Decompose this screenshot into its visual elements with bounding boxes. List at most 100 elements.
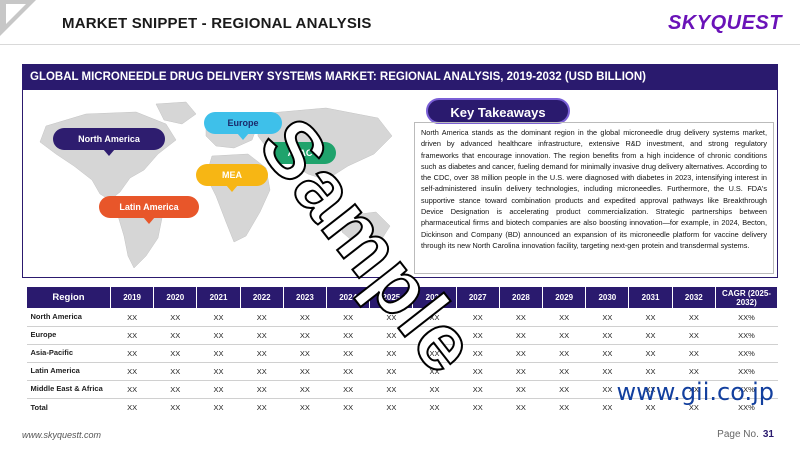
table-row: Middle East & Africa XX XX XX XX XX XX XX XX XX XX… — [26, 380, 778, 399]
value-cell: XX — [326, 380, 370, 399]
value-cell: XX — [672, 380, 716, 399]
value-cell: XX — [429, 403, 440, 413]
footer-url[interactable]: www.skyquestt.com — [22, 430, 102, 440]
value-cell: XX — [196, 380, 241, 399]
year-column-header: 2024 — [326, 286, 371, 309]
value-cell: XX — [585, 362, 629, 381]
value-cell: XX — [213, 403, 224, 413]
value-cell: XX — [153, 380, 197, 399]
value-cell: XX — [602, 403, 613, 413]
value-cell: XX — [256, 403, 267, 413]
value-cell: XX — [153, 344, 197, 363]
value-cell: XX — [196, 326, 241, 345]
region-cell: Europe — [26, 326, 111, 345]
table-row: Asia-Pacific XX XX XX XX XX XX XX XX XX XX XX XX XX XX… — [26, 344, 778, 363]
table-body: North America XX XX XX XX XX XX XX XX XX XX XX XX XX X… — [26, 308, 778, 417]
region-column-header: Region — [26, 286, 111, 309]
value-cell: XX — [153, 362, 197, 381]
year-column-header: 2029 — [542, 286, 587, 309]
value-cell: XX — [585, 308, 629, 327]
value-cell: XX — [672, 362, 716, 381]
year-column-header: 2021 — [196, 286, 241, 309]
value-cell: XX — [110, 344, 154, 363]
value-cell: XX — [240, 344, 284, 363]
value-cell: XX — [499, 326, 543, 345]
value-cell: XX — [369, 362, 413, 381]
value-cell: XX — [343, 403, 354, 413]
cagr-cell: XX% — [715, 362, 778, 381]
value-cell: XX — [628, 344, 673, 363]
region-cell: North America — [26, 308, 111, 327]
regional-market-table: Region 2019 2020 2021 2022 2023 2024 202… — [26, 286, 778, 417]
value-cell: XX — [456, 344, 500, 363]
year-column-header: 2026 — [412, 286, 457, 309]
region-cell: Middle East & Africa — [26, 380, 111, 399]
value-cell: XX — [542, 326, 586, 345]
value-cell: XX — [386, 403, 397, 413]
table-row: Europe XX XX XX XX XX XX XX XX XX XX XX XX XX XX XX% — [26, 326, 778, 345]
value-cell: XX — [585, 344, 629, 363]
value-cell: XX — [196, 308, 241, 327]
year-column-header: 2019 — [109, 286, 155, 309]
value-cell: XX — [110, 362, 154, 381]
corner-decoration — [0, 0, 36, 36]
north-america-shape — [39, 111, 177, 201]
australia-shape — [341, 211, 391, 245]
gii-watermark: www.gii.co.jp — [616, 378, 775, 406]
title-divider — [0, 44, 800, 45]
value-cell: XX — [283, 326, 327, 345]
pin-north-america: North America — [53, 128, 165, 156]
key-takeaways-title: Key Takeaways — [426, 98, 570, 124]
key-takeaways-text: North America stands as the dominant reg… — [414, 122, 774, 274]
cagr-cell: XX% — [738, 403, 755, 413]
value-cell: XX — [240, 308, 284, 327]
value-cell: XX — [628, 362, 673, 381]
value-cell: XX — [628, 308, 673, 327]
year-column-header: 2020 — [153, 286, 198, 309]
value-cell: XX — [369, 308, 413, 327]
page-title: MARKET SNIPPET - REGIONAL ANALYSIS — [62, 15, 372, 32]
value-cell: XX — [412, 326, 457, 345]
value-cell: XX — [585, 326, 629, 345]
value-cell: XX — [672, 326, 716, 345]
value-cell: XX — [515, 403, 526, 413]
pin-latin-america: Latin America — [99, 196, 199, 224]
footer-page-number: Page No. 31 — [717, 429, 774, 440]
value-cell: XX — [628, 380, 673, 399]
year-column-header: 2032 — [671, 286, 717, 309]
value-cell: XX — [542, 362, 586, 381]
region-cell: Asia-Pacific — [26, 344, 111, 363]
value-cell: XX — [628, 326, 673, 345]
value-cell: XX — [283, 308, 327, 327]
value-cell: XX — [369, 380, 413, 399]
value-cell: XX — [326, 344, 370, 363]
value-cell: XX — [240, 362, 284, 381]
page-label: Page No. — [717, 429, 759, 440]
greenland-shape — [155, 101, 197, 125]
value-cell: XX — [412, 308, 457, 327]
value-cell: XX — [412, 344, 457, 363]
value-cell: XX — [153, 326, 197, 345]
value-cell: XX — [542, 380, 586, 399]
region-cell: Latin America — [26, 362, 111, 381]
value-cell: XX — [559, 403, 570, 413]
value-cell: XX — [672, 344, 716, 363]
value-cell: XX — [456, 326, 500, 345]
value-cell: XX — [127, 403, 138, 413]
brand-logo: SKYQUEST — [667, 12, 782, 34]
value-cell: XX — [456, 308, 500, 327]
value-cell: XX — [196, 344, 241, 363]
value-cell: XX — [472, 403, 483, 413]
value-cell: XX — [688, 403, 699, 413]
value-cell: XX — [499, 308, 543, 327]
value-cell: XX — [153, 308, 197, 327]
region-cell: Total — [30, 402, 48, 412]
value-cell: XX — [542, 344, 586, 363]
year-column-header: 2031 — [628, 286, 673, 309]
year-column-header: 2023 — [282, 286, 328, 309]
value-cell: XX — [672, 308, 716, 327]
cagr-cell: XX% — [715, 344, 778, 363]
value-cell: XX — [240, 380, 284, 399]
value-cell: XX — [326, 326, 370, 345]
cagr-cell: XX% — [715, 308, 778, 327]
